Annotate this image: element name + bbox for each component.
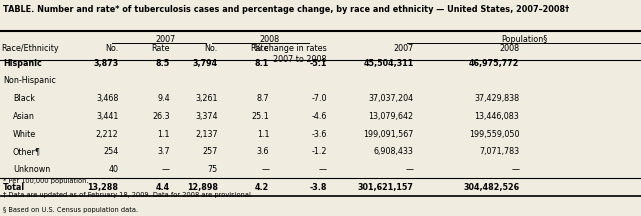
Text: 6,908,433: 6,908,433 — [374, 147, 413, 156]
Text: 12,898: 12,898 — [187, 183, 218, 192]
Text: Race/Ethnicity: Race/Ethnicity — [1, 44, 59, 53]
Text: 26.3: 26.3 — [153, 112, 170, 121]
Text: 3,441: 3,441 — [96, 112, 119, 121]
Text: 1.1: 1.1 — [256, 130, 269, 139]
Text: No.: No. — [105, 44, 119, 53]
Text: —: — — [262, 165, 269, 174]
Text: 7,071,783: 7,071,783 — [479, 147, 519, 156]
Text: 3.6: 3.6 — [256, 147, 269, 156]
Text: —: — — [319, 165, 327, 174]
Text: Hispanic: Hispanic — [3, 59, 42, 68]
Text: † Data are updated as of February 18, 2009. Data for 2008 are provisional.: † Data are updated as of February 18, 20… — [3, 192, 253, 198]
Text: 13,288: 13,288 — [88, 183, 119, 192]
Text: 8.7: 8.7 — [256, 94, 269, 103]
Text: 254: 254 — [103, 147, 119, 156]
Text: 1.1: 1.1 — [157, 130, 170, 139]
Text: 3,794: 3,794 — [193, 59, 218, 68]
Text: 3,374: 3,374 — [196, 112, 218, 121]
Text: 75: 75 — [208, 165, 218, 174]
Text: 3,873: 3,873 — [94, 59, 119, 68]
Text: % change in rates
2007 to 2008: % change in rates 2007 to 2008 — [254, 44, 327, 64]
Text: -1.2: -1.2 — [312, 147, 327, 156]
Text: 46,975,772: 46,975,772 — [469, 59, 519, 68]
Text: § Based on U.S. Census population data.: § Based on U.S. Census population data. — [3, 207, 138, 213]
Text: Black: Black — [13, 94, 35, 103]
Text: -3.8: -3.8 — [310, 183, 327, 192]
Text: 257: 257 — [203, 147, 218, 156]
Text: 13,446,083: 13,446,083 — [474, 112, 519, 121]
Text: 37,429,838: 37,429,838 — [474, 94, 519, 103]
Text: 13,079,642: 13,079,642 — [369, 112, 413, 121]
Text: -3.6: -3.6 — [312, 130, 327, 139]
Text: 3,261: 3,261 — [196, 94, 218, 103]
Text: TABLE. Number and rate* of tuberculosis cases and percentage change, by race and: TABLE. Number and rate* of tuberculosis … — [3, 5, 569, 14]
Text: —: — — [162, 165, 170, 174]
Text: No.: No. — [204, 44, 218, 53]
Text: Rate: Rate — [251, 44, 269, 53]
Text: Rate: Rate — [151, 44, 170, 53]
Text: 199,091,567: 199,091,567 — [363, 130, 413, 139]
Text: Unknown: Unknown — [13, 165, 50, 174]
Text: Total: Total — [3, 183, 26, 192]
Text: White: White — [13, 130, 36, 139]
Text: 45,504,311: 45,504,311 — [363, 59, 413, 68]
Text: 4.4: 4.4 — [156, 183, 170, 192]
Text: 9.4: 9.4 — [157, 94, 170, 103]
Text: 8.1: 8.1 — [255, 59, 269, 68]
Text: * Per 100,000 population.: * Per 100,000 population. — [3, 178, 88, 184]
Text: —: — — [512, 165, 519, 174]
Text: -7.0: -7.0 — [312, 94, 327, 103]
Text: 3.7: 3.7 — [157, 147, 170, 156]
Text: —: — — [406, 165, 413, 174]
Text: 25.1: 25.1 — [251, 112, 269, 121]
Text: Non-Hispanic: Non-Hispanic — [3, 76, 56, 86]
Text: 2008: 2008 — [499, 44, 519, 53]
Text: 199,559,050: 199,559,050 — [469, 130, 519, 139]
Text: 4.2: 4.2 — [255, 183, 269, 192]
Text: 2008: 2008 — [259, 35, 279, 44]
Text: 2007: 2007 — [393, 44, 413, 53]
Text: 40: 40 — [108, 165, 119, 174]
Text: Population§: Population§ — [501, 35, 547, 44]
Text: 301,621,157: 301,621,157 — [358, 183, 413, 192]
Text: 2,137: 2,137 — [196, 130, 218, 139]
Text: 3,468: 3,468 — [96, 94, 119, 103]
Text: 8.5: 8.5 — [156, 59, 170, 68]
Text: Other¶: Other¶ — [13, 147, 41, 156]
Text: -4.6: -4.6 — [312, 112, 327, 121]
Text: 2,212: 2,212 — [96, 130, 119, 139]
Text: 304,482,526: 304,482,526 — [463, 183, 519, 192]
Text: Asian: Asian — [13, 112, 35, 121]
Text: 2007: 2007 — [155, 35, 175, 44]
Text: -5.1: -5.1 — [310, 59, 327, 68]
Text: 37,037,204: 37,037,204 — [369, 94, 413, 103]
